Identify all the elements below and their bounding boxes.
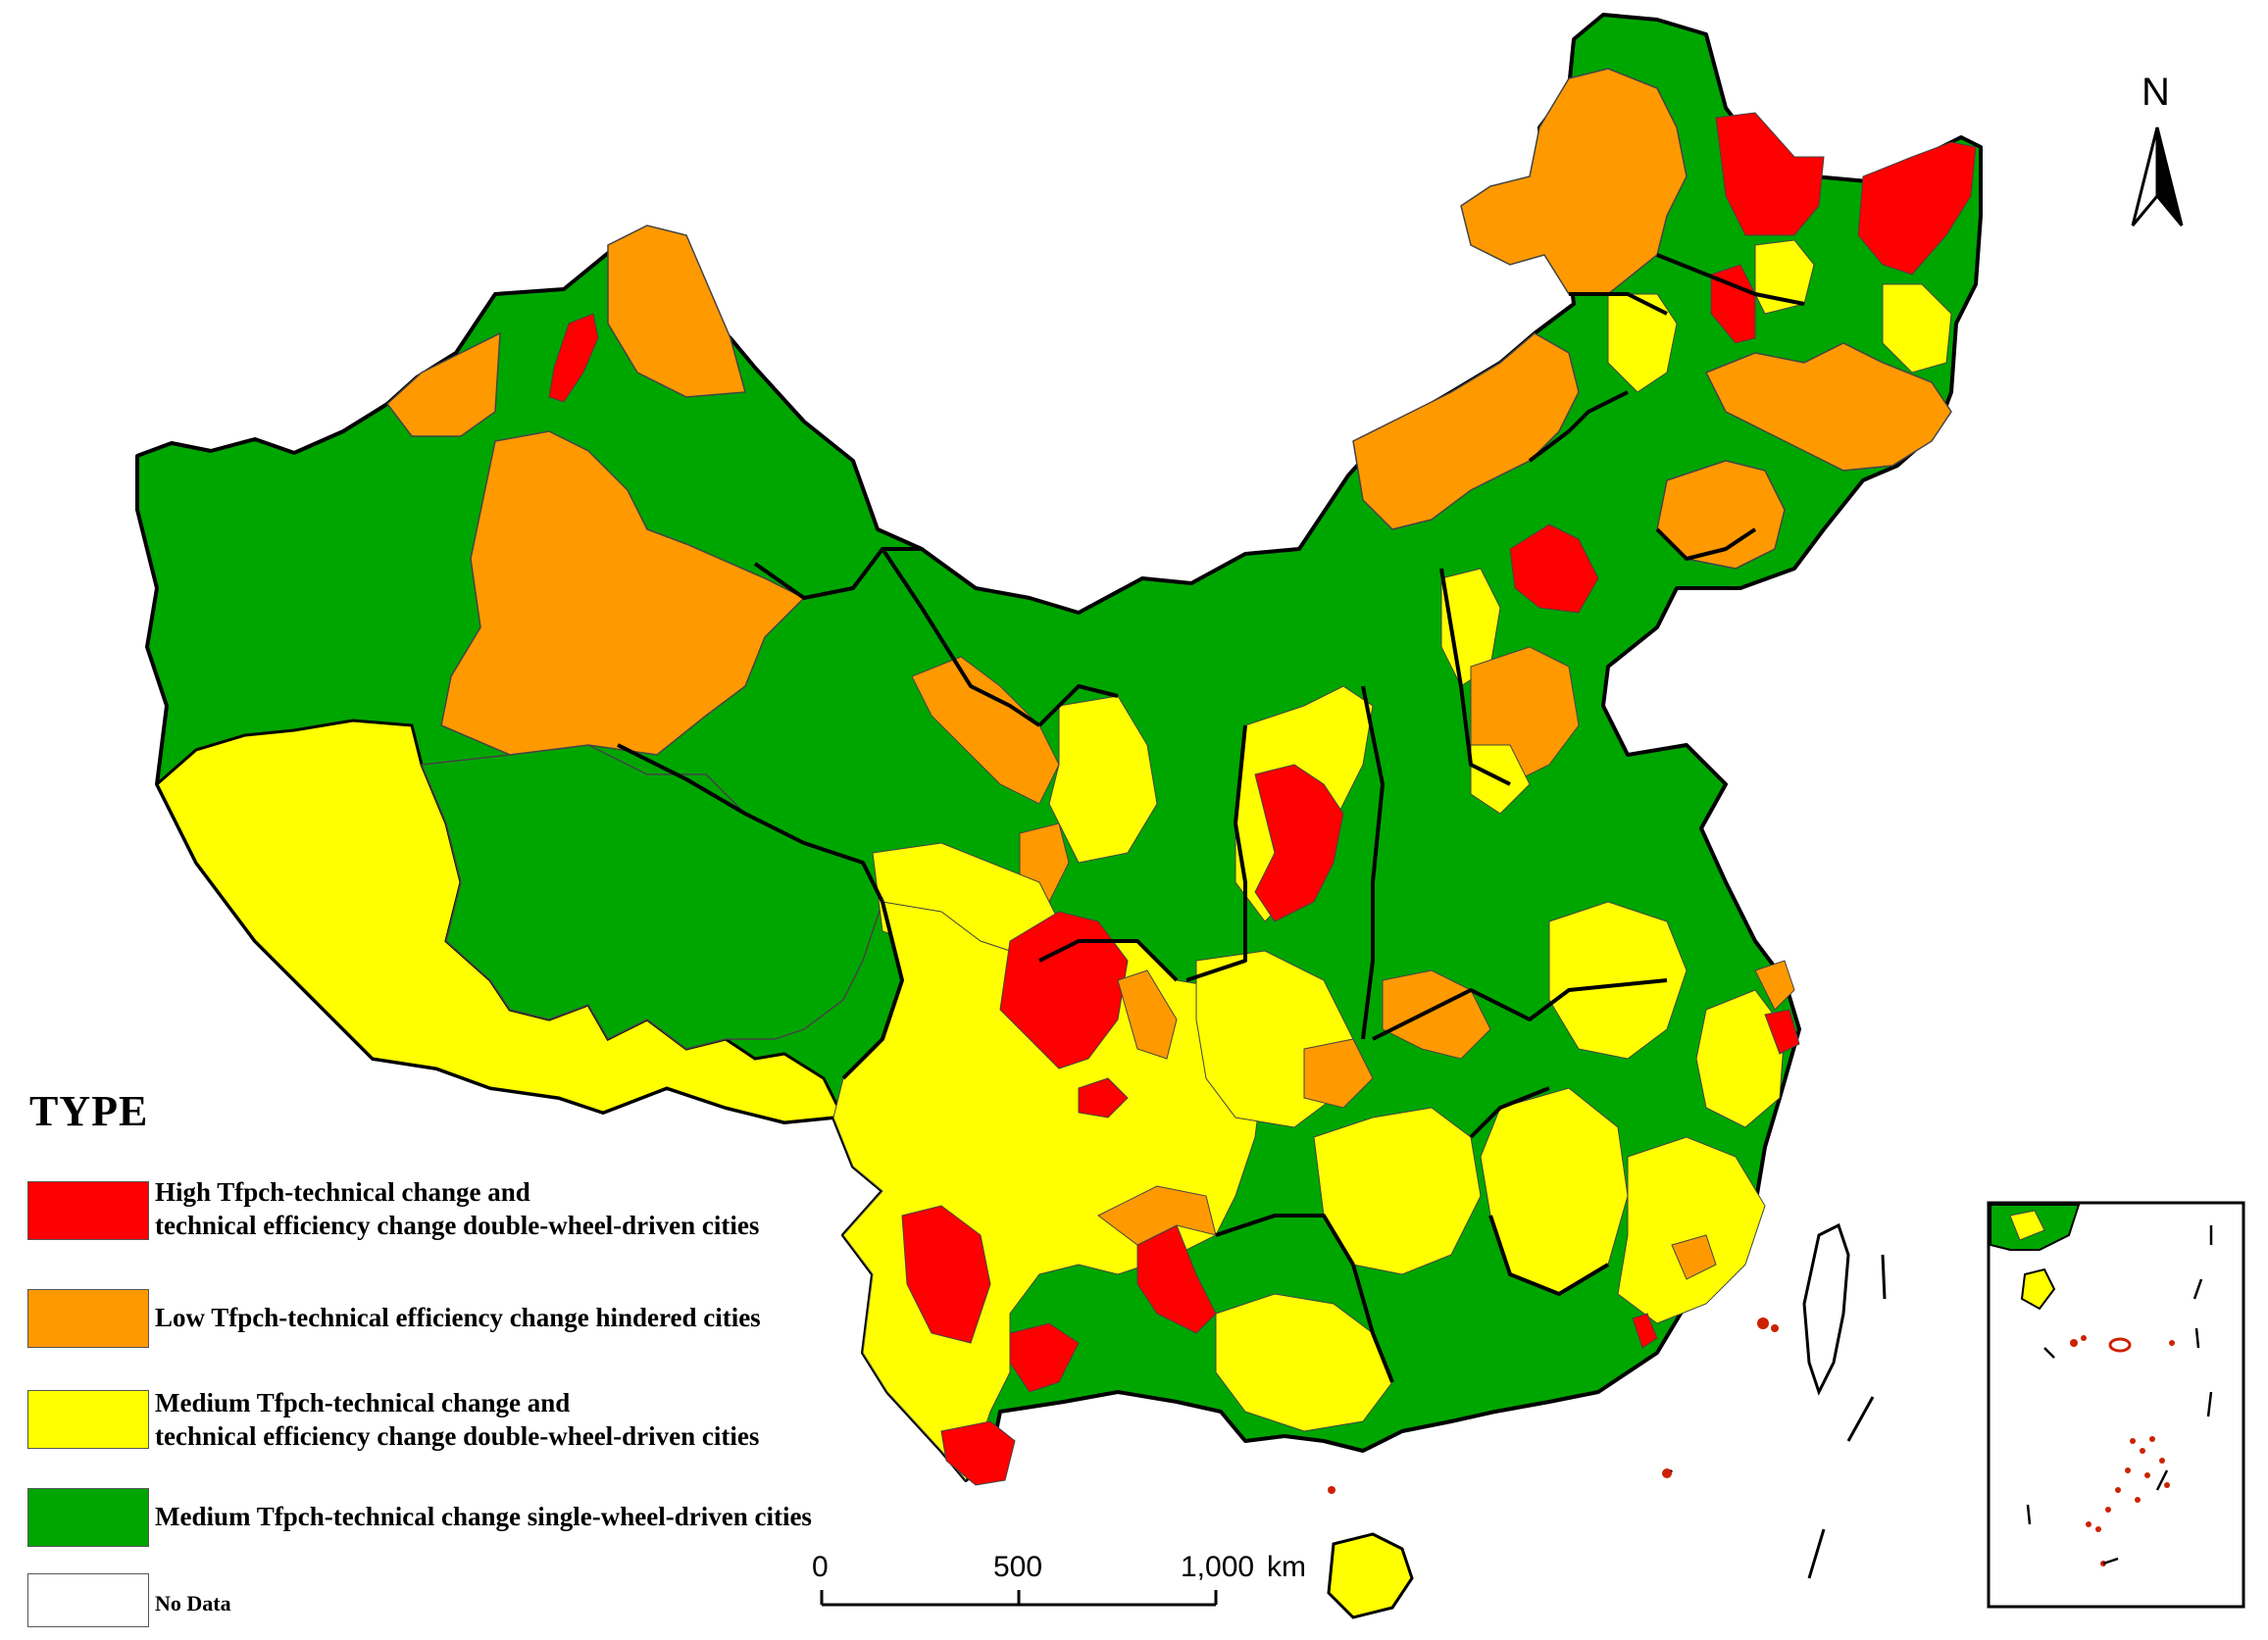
region-red-xinjiang	[548, 313, 599, 403]
region-xinjiang-orange	[440, 430, 806, 756]
legend-swatch-low	[27, 1289, 149, 1348]
legend-swatch-medium-double	[27, 1390, 149, 1449]
region-orange-hubei	[1303, 1038, 1374, 1109]
islets	[1328, 1317, 1779, 1494]
legend-swatch-nodata	[27, 1573, 149, 1627]
region-red-sichuan	[999, 911, 1129, 1069]
region-red-yunnan-3	[940, 1420, 1016, 1486]
region-xinjiang-orange-north	[607, 224, 746, 398]
region-orange-fujian	[1671, 1234, 1717, 1280]
legend-title: TYPE	[29, 1087, 149, 1135]
legend-swatch-high	[27, 1181, 149, 1240]
region-red-yunnan-2	[1009, 1322, 1080, 1393]
region-red-hlj-2	[1857, 141, 1977, 275]
region-red-hlj-1	[1715, 112, 1825, 236]
region-ne-orange-2	[1704, 342, 1952, 472]
region-orange-gansu	[911, 656, 1060, 805]
inset-hainan	[2020, 1267, 2056, 1311]
region-orange-sichuan	[1117, 969, 1178, 1060]
inset-dash-lines	[2026, 1225, 2213, 1565]
region-red-yunnan-1	[901, 1205, 991, 1344]
region-yellow-jilin	[1607, 293, 1678, 393]
legend-label-medium-single: Medium Tfpch-technical change single-whe…	[155, 1502, 812, 1531]
north-label: N	[2142, 71, 2170, 114]
inset-frame	[1987, 1201, 2245, 1609]
scale-bar	[820, 1590, 1218, 1607]
inset-yellow	[2009, 1210, 2045, 1241]
region-yellow-shaanxi	[1048, 695, 1158, 864]
legend-label-high: High Tfpch-technical change and technica…	[155, 1177, 760, 1240]
north-arrow-icon	[2131, 126, 2184, 226]
region-yellow-anhui	[1548, 901, 1688, 1060]
taiwan-outline	[1802, 1222, 1850, 1396]
region-red-guizhou	[1136, 1224, 1217, 1334]
legend-label-low: Low Tfpch-technical efficiency change hi…	[155, 1303, 761, 1332]
region-red-shanxi	[1254, 764, 1344, 922]
region-red-fujian	[1632, 1313, 1658, 1349]
scale-label-0: 0	[812, 1551, 829, 1583]
scale-unit: km	[1267, 1551, 1306, 1583]
region-im-orange	[1352, 332, 1580, 530]
region-orange-jiangsu	[1754, 960, 1795, 1011]
inset-islets	[2070, 1335, 2175, 1566]
legend-label-nodata: No Data	[155, 1591, 231, 1615]
region-tibet-yellow	[155, 719, 846, 1124]
region-red-hebei	[1509, 523, 1599, 614]
region-yellow-guangxi	[1215, 1293, 1393, 1432]
region-red-hlj-3	[1710, 264, 1756, 344]
region-red-sichuan-2	[1078, 1077, 1129, 1118]
region-yellow-hlj-2	[1882, 283, 1952, 373]
region-yellow-fujian	[1617, 1136, 1766, 1324]
legend-swatch-medium-single	[27, 1488, 149, 1547]
scale-label-1000: 1,000	[1181, 1551, 1255, 1583]
legend-label-medium-double: Medium Tfpch-technical change and techni…	[155, 1388, 760, 1451]
region-xinjiang-orange-west	[385, 331, 501, 437]
region-yellow-zhejiang	[1695, 989, 1786, 1128]
region-red-zhejiang	[1764, 1009, 1800, 1055]
scale-label-500: 500	[993, 1551, 1043, 1583]
region-tibet-green	[420, 744, 883, 1050]
region-yellow-hainan	[1327, 1532, 1414, 1619]
province-boundaries	[617, 253, 1805, 1383]
